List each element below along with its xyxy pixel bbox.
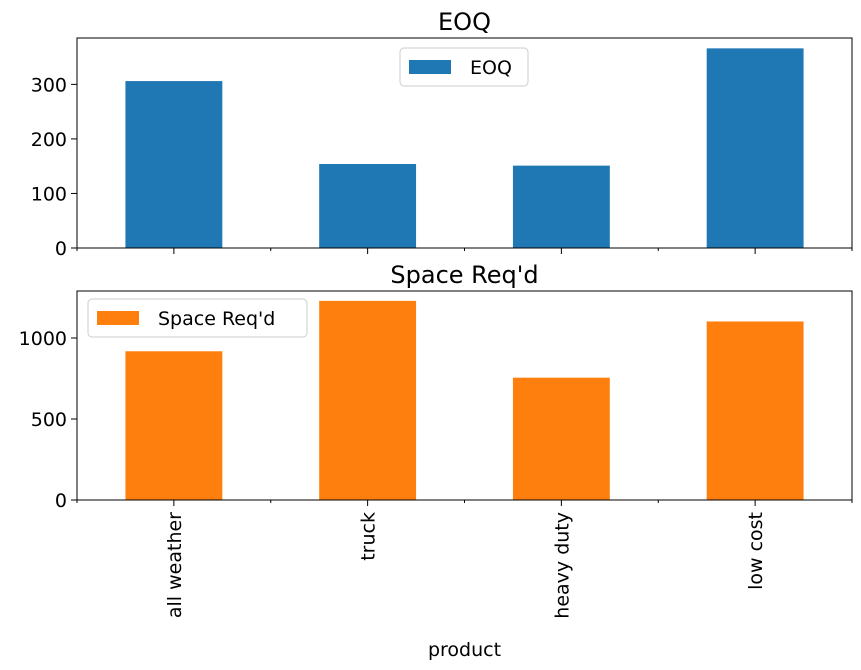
chart-title: EOQ	[438, 8, 491, 36]
legend-label: EOQ	[470, 57, 512, 79]
x-tick-label-heavy-duty: heavy duty	[551, 512, 573, 619]
bar-truck	[319, 300, 417, 500]
y-tick-label: 0	[55, 490, 67, 512]
y-tick-label: 100	[31, 183, 67, 205]
x-tick-label-truck: truck	[358, 512, 380, 561]
y-tick-label: 300	[31, 74, 67, 96]
legend: Space Req'd	[87, 298, 308, 338]
bar-truck	[319, 164, 417, 248]
chart-panel-eoq: EOQ 0 100 200 300 EOQ	[31, 8, 853, 260]
bar-all-weather	[125, 351, 223, 500]
legend-label: Space Req'd	[158, 308, 275, 330]
legend-frame	[399, 47, 529, 87]
legend-swatch	[97, 311, 139, 325]
x-axis-label: product	[428, 639, 501, 661]
chart-title: Space Req'd	[390, 261, 538, 289]
x-tick-label-all-weather: all weather	[164, 512, 186, 618]
y-tick-label: 0	[55, 238, 67, 260]
bar-heavy-duty	[512, 165, 610, 248]
y-tick-label: 200	[31, 129, 67, 151]
bar-heavy-duty	[512, 377, 610, 500]
y-tick-label: 500	[31, 409, 67, 431]
chart-panel-space-reqd: Space Req'd 0 500 1000 all weather truck heavy…	[19, 261, 853, 661]
bar-low-cost	[706, 321, 804, 500]
x-tick-label-low-cost: low cost	[745, 512, 767, 590]
legend-frame	[87, 298, 308, 338]
bar-low-cost	[706, 48, 804, 249]
bar-all-weather	[125, 81, 223, 248]
y-tick-label: 1000	[19, 328, 67, 350]
legend-swatch	[409, 60, 451, 74]
legend: EOQ	[399, 47, 529, 87]
